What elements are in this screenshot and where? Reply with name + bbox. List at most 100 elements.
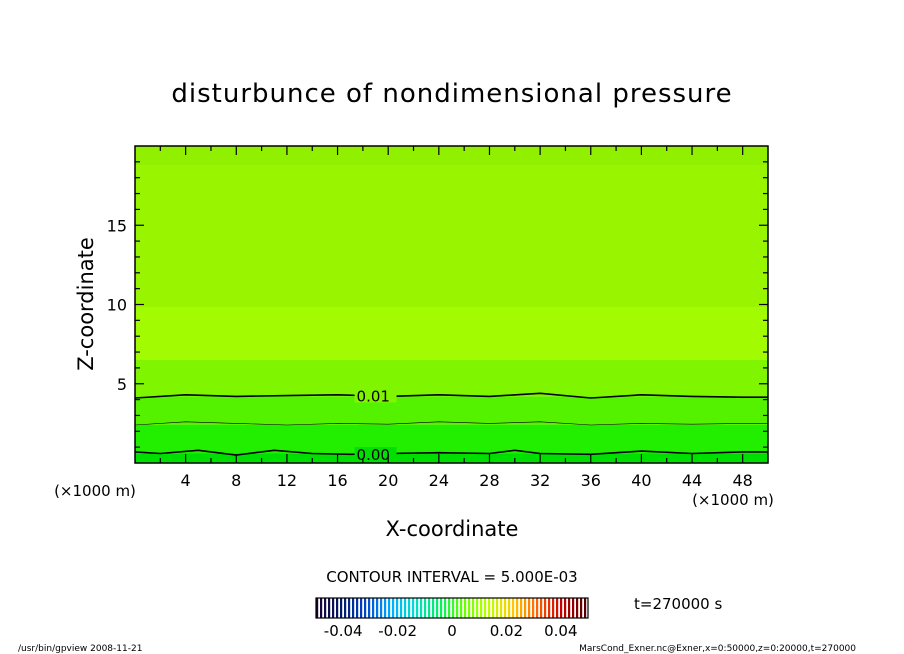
contour-line-0 (135, 392, 768, 399)
colorbar-strip-49 (512, 598, 515, 618)
colorbar-strip-28 (428, 598, 431, 618)
colorbar-strip-21 (400, 598, 403, 618)
colorbar-strip-61 (560, 598, 563, 618)
colorbar-strip-18 (388, 598, 391, 618)
fill-band-6 (135, 146, 768, 166)
footer-left: /usr/bin/gpview 2008-11-21 (18, 644, 142, 654)
colorbar-strip-27 (424, 598, 427, 618)
colorbar-strip-3 (328, 598, 331, 618)
colorbar-strip-39 (472, 598, 475, 618)
colorbar-label-2: 0 (447, 622, 457, 640)
colorbar-strip-29 (432, 598, 435, 618)
colorbar-strip-6 (340, 598, 343, 618)
x-unit-left: (×1000 m) (54, 482, 136, 500)
x-unit-right: (×1000 m) (692, 491, 774, 509)
x-tick-label-8: 8 (231, 471, 241, 490)
x-tick-label-28: 28 (479, 471, 499, 490)
x-tick-label-48: 48 (733, 471, 753, 490)
colorbar-strip-19 (392, 598, 395, 618)
footer-right: MarsCond_Exner.nc@Exner,x=0:50000,z=0:20… (579, 644, 856, 654)
colorbar-strip-57 (544, 598, 547, 618)
y-tick-labels: 5 10 15 (107, 216, 127, 394)
fill-band-1 (135, 424, 768, 454)
contour-fill-layer (135, 146, 768, 463)
y-axis-label: Z-coordinate (74, 237, 98, 371)
colorbar-strip-13 (368, 598, 371, 618)
colorbar-strip-12 (364, 598, 367, 618)
colorbar-strip-35 (456, 598, 459, 618)
colorbar-strip-43 (488, 598, 491, 618)
colorbar-strip-8 (348, 598, 351, 618)
colorbar-strip-46 (500, 598, 503, 618)
x-tick-label-12: 12 (277, 471, 297, 490)
x-tick-label-24: 24 (429, 471, 449, 490)
colorbar-strip-31 (440, 598, 443, 618)
contour-label-0: 0.01 (357, 387, 390, 405)
colorbar-tick-labels: -0.04 -0.02 0 0.02 0.04 (324, 622, 578, 640)
colorbar-strip-22 (404, 598, 407, 618)
colorbar-strip-5 (336, 598, 339, 618)
y-tick-label-5: 5 (117, 375, 127, 394)
fill-band-4 (135, 307, 768, 360)
colorbar-strip-56 (540, 598, 543, 618)
contour-lines-layer: 0.01 0.00 (135, 387, 768, 464)
colorbar-strip-2 (324, 598, 327, 618)
colorbar-strip-37 (464, 598, 467, 618)
colorbar-strip-40 (476, 598, 479, 618)
axis-ticks (135, 146, 768, 463)
x-tick-label-16: 16 (327, 471, 347, 490)
x-tick-label-4: 4 (181, 471, 191, 490)
colorbar-strip-53 (528, 598, 531, 618)
colorbar-strip-64 (572, 598, 575, 618)
colorbar-strip-51 (520, 598, 523, 618)
colorbar-strip-26 (420, 598, 423, 618)
colorbar-strip-55 (536, 598, 539, 618)
fill-band-3 (135, 359, 768, 397)
colorbar-strip-10 (356, 598, 359, 618)
colorbar-strip-30 (436, 598, 439, 618)
x-tick-label-32: 32 (530, 471, 550, 490)
contour-line-1 (135, 421, 768, 426)
colorbar-strip-66 (580, 598, 583, 618)
colorbar-label-1: -0.02 (378, 622, 417, 640)
colorbar-strip-25 (416, 598, 419, 618)
colorbar-strip-50 (516, 598, 519, 618)
colorbar-strip-67 (584, 598, 587, 618)
colorbar-strip-11 (360, 598, 363, 618)
colorbar-strip-16 (380, 598, 383, 618)
colorbar-frame (315, 597, 589, 619)
chart-title: disturbunce of nondimensional pressure (171, 79, 732, 109)
contour-label-2: 0.00 (357, 446, 390, 464)
x-tick-label-36: 36 (581, 471, 601, 490)
contour-interval-text: CONTOUR INTERVAL = 5.000E-03 (326, 568, 577, 586)
colorbar-strip-62 (564, 598, 567, 618)
colorbar-strip-14 (372, 598, 375, 618)
x-tick-label-44: 44 (682, 471, 702, 490)
colorbar-strip-42 (484, 598, 487, 618)
contour-label-bg-0 (354, 388, 397, 403)
x-axis-label: X-coordinate (386, 517, 519, 541)
colorbar-strip-65 (576, 598, 579, 618)
colorbar-strip-63 (568, 598, 571, 618)
contour-label-bg-2 (354, 447, 397, 462)
colorbar-strip-38 (468, 598, 471, 618)
colorbar-strip-32 (444, 598, 447, 618)
fill-band-2 (135, 396, 768, 425)
colorbar-strip-45 (496, 598, 499, 618)
y-tick-label-10: 10 (107, 296, 127, 315)
x-tick-labels: 4 8 12 16 20 24 28 32 36 40 44 48 (181, 471, 753, 490)
colorbar-strip-20 (396, 598, 399, 618)
colorbar-strip-33 (448, 598, 451, 618)
x-tick-label-20: 20 (378, 471, 398, 490)
colorbar (316, 598, 587, 618)
colorbar-strip-7 (344, 598, 347, 618)
colorbar-strip-24 (412, 598, 415, 618)
time-label: t=270000 s (634, 595, 722, 613)
colorbar-strip-59 (552, 598, 555, 618)
fill-band-0 (135, 453, 768, 463)
colorbar-strip-17 (384, 598, 387, 618)
colorbar-strip-48 (508, 598, 511, 618)
colorbar-strip-47 (504, 598, 507, 618)
colorbar-label-0: -0.04 (324, 622, 363, 640)
